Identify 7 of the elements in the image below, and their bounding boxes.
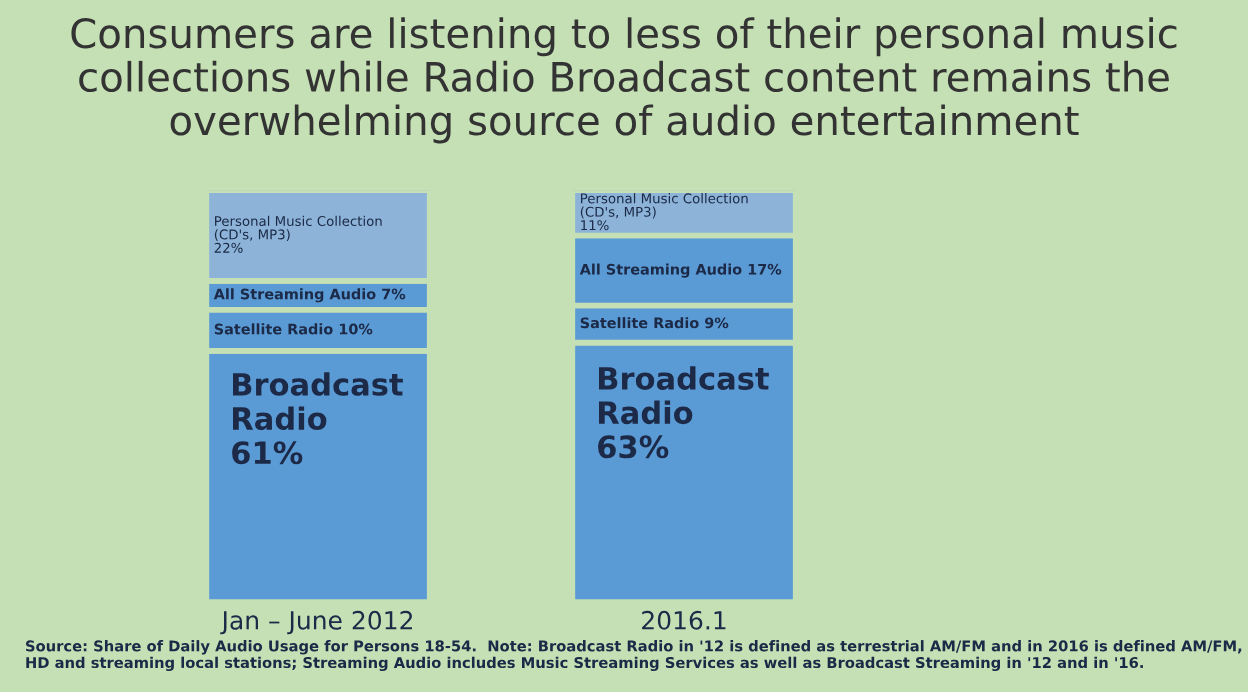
- x-tick-label: Jan – June 2012: [220, 610, 413, 635]
- series-label: Broadcast Radio: [233, 372, 403, 431]
- data-label: 63%: [598, 435, 669, 459]
- text: Broadcast Radio: [598, 366, 769, 425]
- data-label: 61%: [232, 441, 303, 465]
- x-tick-label: 2016.1: [642, 610, 726, 630]
- chart-title: Consumers are listening to less of their personal music collections while Radio Broadcast content remains the overwhelming source of audio entertainment: [71, 17, 1177, 144]
